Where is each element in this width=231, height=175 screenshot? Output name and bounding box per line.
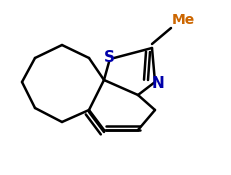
Text: Me: Me [171, 13, 195, 27]
Text: S: S [103, 51, 115, 65]
Text: N: N [152, 76, 164, 92]
